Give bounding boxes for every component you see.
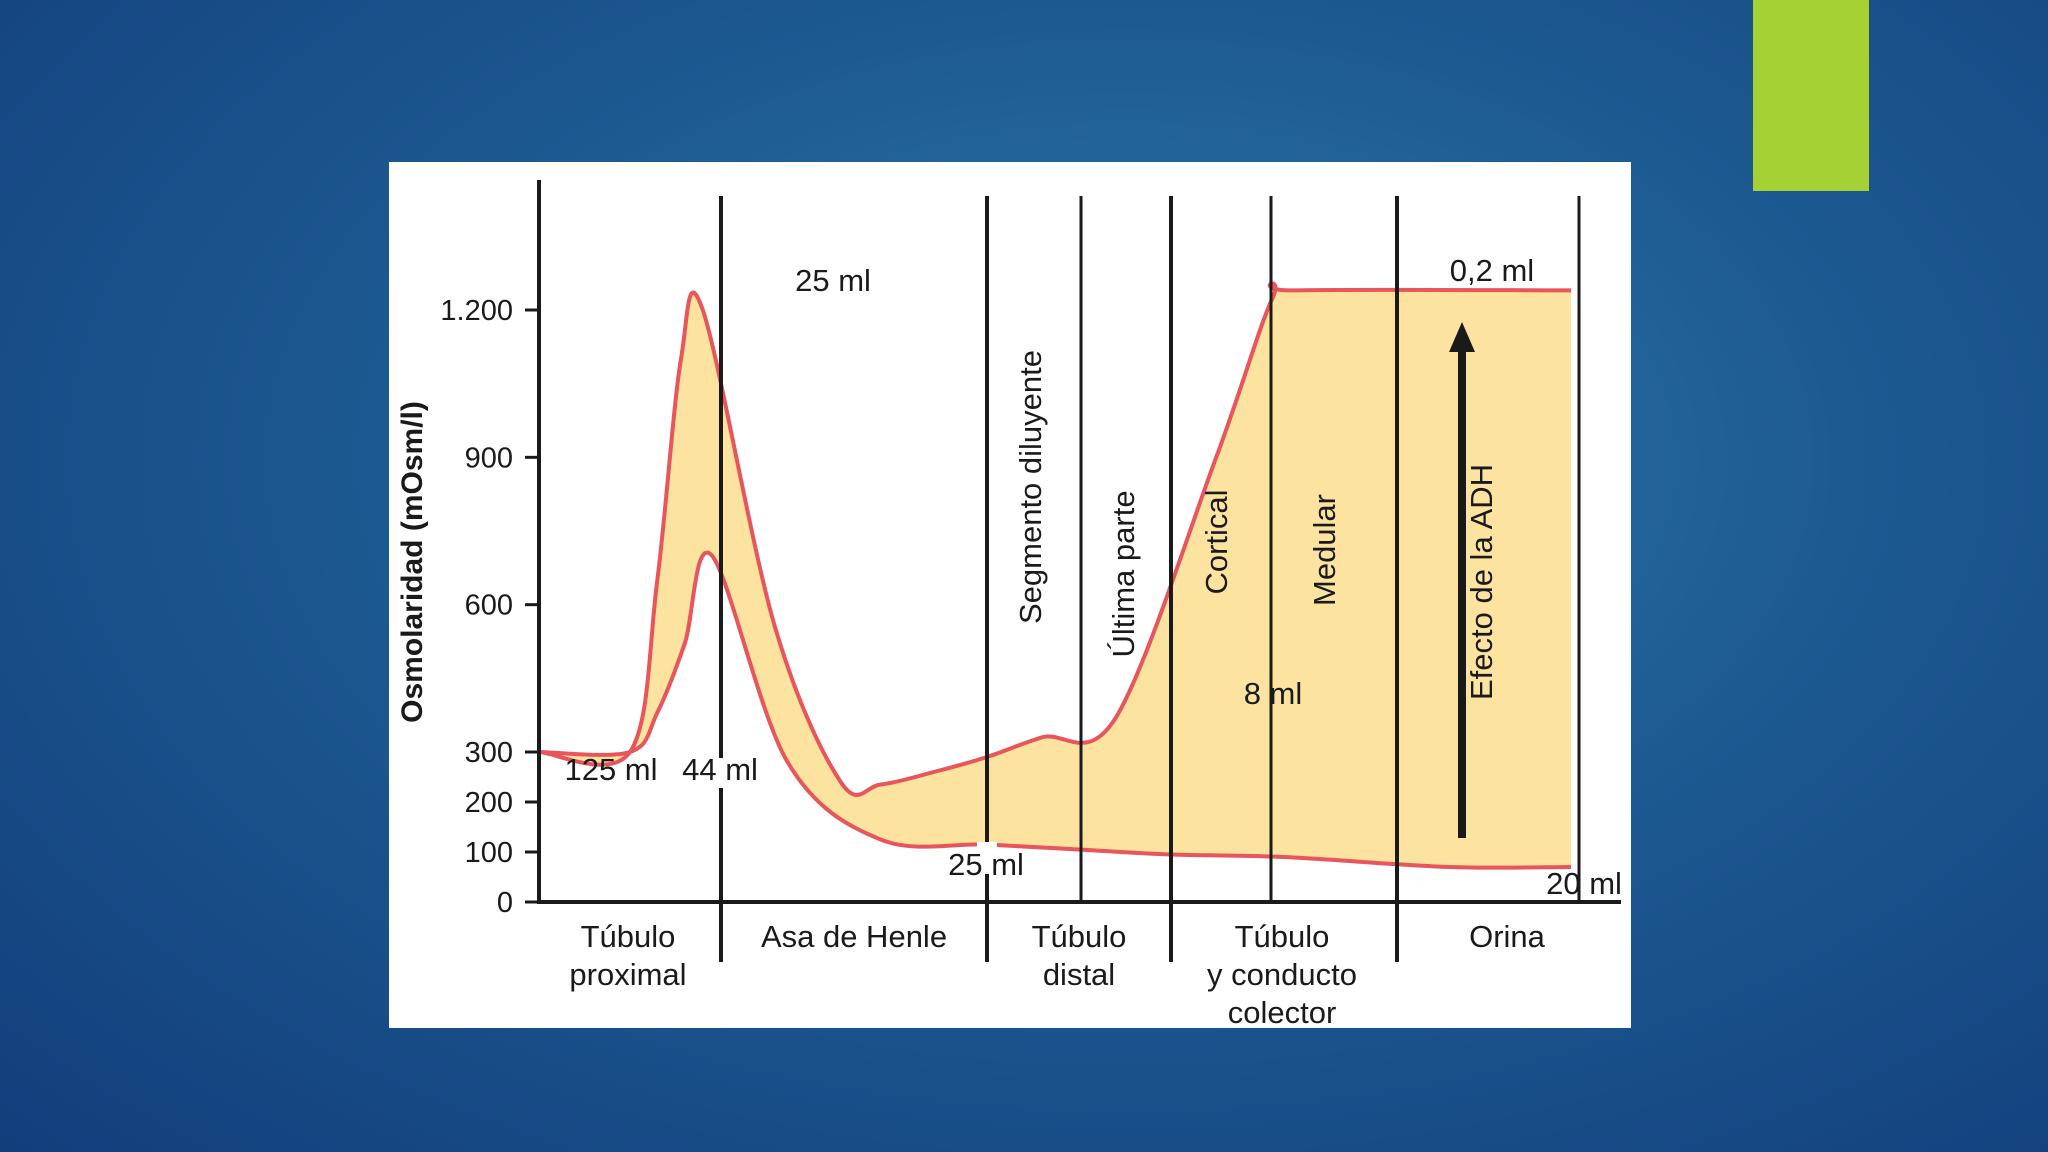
slide-accent-bar xyxy=(1753,0,1869,191)
segment-label-1-line-1: Túbulo xyxy=(581,919,676,954)
sub-segment-label-1: Segmento diluyente xyxy=(1013,350,1048,624)
segment-label-4-line-2: y conducto xyxy=(1207,957,1357,992)
annotation-7: 20 ml xyxy=(1546,866,1622,901)
y-tick-label-0: 0 xyxy=(497,887,513,919)
segment-label-1-line-2: proximal xyxy=(569,957,686,992)
y-tick-label-300: 300 xyxy=(465,737,513,769)
segment-label-4-line-3: colector xyxy=(1228,995,1337,1028)
sub-segment-label-2: Última parte xyxy=(1106,490,1141,657)
lower-osmolarity-line xyxy=(538,550,1572,870)
chart-panel: 0 100 200 300 600 900 1.200 Osmolaridad (mOsm/… xyxy=(389,162,1631,1028)
segment-label-4-line-1: Túbulo xyxy=(1235,919,1330,954)
annotation-2: 44 ml xyxy=(682,752,758,787)
segment-label-3-line-1: Túbulo xyxy=(1032,919,1127,954)
label-gap-1 xyxy=(711,758,731,788)
upper-osmolarity-line xyxy=(538,281,1572,797)
sub-segment-label-4: Medular xyxy=(1307,494,1342,606)
annotation-1: 125 ml xyxy=(564,752,657,787)
sub-segment-label-3: Cortical xyxy=(1199,489,1234,594)
osmolarity-range-area xyxy=(539,283,1571,868)
segment-label-3-line-2: distal xyxy=(1043,957,1115,992)
y-tick-label-600: 600 xyxy=(465,590,513,622)
segment-label-2-line-1: Asa de Henle xyxy=(761,919,947,954)
y-axis-label: Osmolaridad (mOsm/l) xyxy=(396,401,429,723)
annotation-6: 0,2 ml xyxy=(1450,253,1534,288)
y-tick-label-900: 900 xyxy=(465,442,513,474)
annotation-4: 25 ml xyxy=(948,847,1024,882)
y-tick-label-1200: 1.200 xyxy=(440,295,513,327)
osmolarity-chart: 0 100 200 300 600 900 1.200 Osmolaridad (mOsm/… xyxy=(396,180,1622,1028)
adh-arrow-label: Efecto de la ADH xyxy=(1464,464,1499,700)
segment-label-5-line-1: Orina xyxy=(1469,919,1546,954)
label-gap-2 xyxy=(977,842,997,874)
annotation-3: 25 ml xyxy=(795,263,871,298)
y-tick-label-200: 200 xyxy=(465,787,513,819)
annotation-5: 8 ml xyxy=(1244,676,1303,711)
adh-arrow-head xyxy=(1449,322,1475,352)
y-tick-label-100: 100 xyxy=(465,837,513,869)
